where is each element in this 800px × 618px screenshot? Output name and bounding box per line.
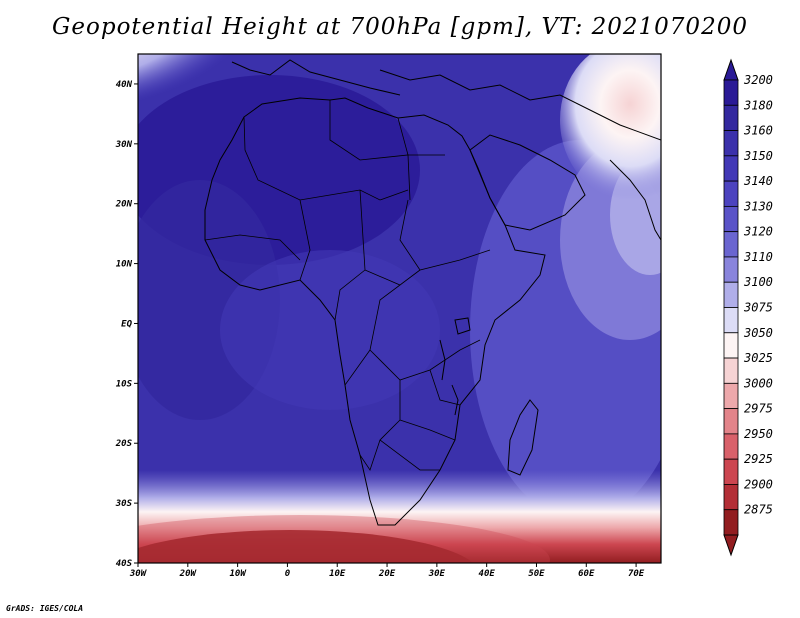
coastlines bbox=[204, 59, 661, 526]
colorbar-swatch bbox=[723, 307, 739, 334]
lon-tick-label: 10E bbox=[329, 569, 346, 579]
lake-victoria bbox=[454, 317, 471, 335]
india-coast bbox=[609, 159, 661, 241]
country-borders bbox=[204, 100, 491, 471]
colorbar-label: 2875 bbox=[744, 503, 773, 517]
iberia-coast bbox=[231, 59, 401, 96]
colorbar-label: 2900 bbox=[744, 477, 773, 491]
lat-tick-label: 40N bbox=[116, 80, 133, 90]
colorbar-label: 3200 bbox=[743, 73, 773, 87]
colorbar-swatch bbox=[723, 484, 739, 511]
height-field bbox=[138, 54, 661, 563]
lon-tick-label: 50E bbox=[528, 569, 545, 579]
lat-tick-label: 10S bbox=[116, 379, 133, 389]
colorbar-label: 3100 bbox=[743, 275, 773, 289]
lon-tick-label: 20E bbox=[378, 569, 396, 579]
lat-tick-label: 10N bbox=[116, 260, 133, 270]
lat-tick-label: 20N bbox=[115, 200, 133, 210]
lake-tanganyika bbox=[439, 339, 446, 381]
colorbar: 3200 3180 3160 3150 3140 3130 3120 3110 3100 3075… bbox=[723, 58, 773, 557]
lon-tick-label: 70E bbox=[628, 569, 645, 579]
southern-ocean-ring bbox=[138, 515, 550, 563]
lat-tick-label: 30N bbox=[115, 140, 133, 150]
mid-africa-lighter bbox=[220, 250, 440, 410]
colorbar-label: 3075 bbox=[743, 301, 773, 315]
grads-credit: GrADS: IGES/COLA bbox=[6, 604, 84, 613]
colorbar-swatch bbox=[723, 130, 739, 157]
colorbar-swatch bbox=[723, 79, 739, 106]
colorbar-label: 3160 bbox=[743, 124, 773, 138]
plot-frame bbox=[137, 53, 662, 564]
ne-corner-low bbox=[560, 54, 661, 200]
colorbar-label: 3180 bbox=[743, 98, 773, 112]
southern-ocean-trough bbox=[138, 530, 474, 563]
nw-corner-low bbox=[138, 54, 260, 114]
colorbar-label: 3000 bbox=[743, 376, 773, 390]
page-title: Geopotential Height at 700hPa [gpm], VT:… bbox=[52, 14, 748, 40]
colorbar-swatch bbox=[723, 332, 739, 359]
lon-tick-label: 0 bbox=[285, 569, 291, 579]
colorbar-label: 3110 bbox=[743, 250, 773, 264]
mediterranean-north bbox=[379, 69, 661, 141]
lon-tick-label: 20W bbox=[179, 569, 198, 579]
arabian-peninsula bbox=[469, 134, 586, 231]
colorbar-label: 3025 bbox=[743, 351, 773, 365]
colorbar-swatch bbox=[723, 357, 739, 384]
colorbar-top-arrow bbox=[723, 58, 739, 81]
colorbar-swatch bbox=[723, 382, 739, 410]
colorbar-swatch bbox=[723, 509, 739, 536]
lat-tick-label: 20S bbox=[115, 439, 133, 449]
colorbar-swatch bbox=[723, 281, 739, 308]
colorbar-label: 3140 bbox=[743, 174, 773, 188]
lon-tick-label: 60E bbox=[578, 569, 595, 579]
lat-tick-label: 30S bbox=[115, 499, 133, 509]
lat-tick-label: 40S bbox=[116, 559, 133, 569]
colorbar-swatch bbox=[723, 256, 739, 283]
colorbar-swatch bbox=[723, 231, 739, 258]
lon-tick-label: 40E bbox=[479, 569, 496, 579]
colorbar-label: 3150 bbox=[743, 149, 773, 163]
africa-coastline bbox=[204, 97, 546, 526]
lon-tick-label: 30E bbox=[428, 569, 446, 579]
colorbar-swatch bbox=[723, 180, 739, 207]
colorbar-label: 3120 bbox=[743, 225, 773, 239]
lon-tick-label: 10W bbox=[229, 569, 247, 579]
longitude-axis: 30W 20W 10W 0 10E 20E 30E 40E 50E 60E 70E bbox=[129, 563, 645, 579]
colorbar-swatch bbox=[723, 104, 739, 131]
colorbar-label: 3050 bbox=[743, 326, 773, 340]
lon-tick-label: 30W bbox=[129, 569, 148, 579]
latitude-axis: 40N 30N 20N 10N EQ 10S 20S 30S 40S bbox=[115, 80, 138, 569]
colorbar-swatch bbox=[723, 155, 739, 182]
madagascar bbox=[507, 399, 539, 476]
colorbar-swatch bbox=[723, 433, 739, 460]
colorbar-label: 3130 bbox=[743, 199, 773, 213]
colorbar-label: 2950 bbox=[744, 427, 773, 441]
colorbar-swatch bbox=[723, 458, 739, 485]
colorbar-swatch bbox=[723, 205, 739, 233]
colorbar-label: 2975 bbox=[744, 402, 773, 416]
lat-tick-label: EQ bbox=[121, 319, 132, 329]
colorbar-bottom-arrow bbox=[723, 534, 739, 557]
colorbar-label: 2925 bbox=[744, 452, 773, 466]
lake-malawi bbox=[451, 384, 459, 416]
colorbar-swatch bbox=[723, 408, 739, 435]
